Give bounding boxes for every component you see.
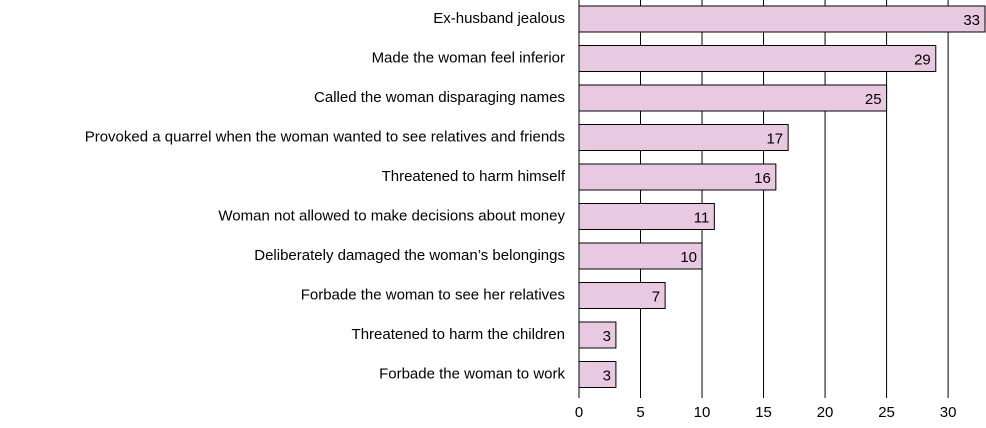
x-tick-label: 0 xyxy=(575,404,583,421)
data-label: 10 xyxy=(680,249,697,266)
y-tick-label: Deliberately damaged the woman’s belongi… xyxy=(254,247,565,264)
data-label: 16 xyxy=(754,170,771,187)
y-tick-label: Forbade the woman to see her relatives xyxy=(301,286,565,303)
y-tick-label: Ex-husband jealous xyxy=(433,10,565,27)
bar xyxy=(578,84,888,112)
y-tick-label: Woman not allowed to make decisions abou… xyxy=(218,207,565,224)
y-tick-label: Threatened to harm himself xyxy=(382,168,566,185)
y-tick-label: Provoked a quarrel when the woman wanted… xyxy=(85,128,565,145)
x-tick-label: 15 xyxy=(755,404,772,421)
data-label: 17 xyxy=(766,130,783,147)
bar xyxy=(578,321,617,349)
data-label: 33 xyxy=(963,12,980,29)
y-tick-label: Threatened to harm the children xyxy=(352,326,565,343)
y-tick-label: Made the woman feel inferior xyxy=(372,49,565,66)
y-tick-label: Called the woman disparaging names xyxy=(314,89,565,106)
x-tick-label: 30 xyxy=(940,404,957,421)
data-label: 7 xyxy=(652,288,660,305)
y-tick-label: Forbade the woman to work xyxy=(379,365,565,382)
bar xyxy=(578,124,789,151)
x-tick-label: 20 xyxy=(817,404,834,421)
x-tick-label: 25 xyxy=(878,404,895,421)
data-label: 3 xyxy=(603,367,611,384)
bar xyxy=(578,361,617,388)
data-label: 11 xyxy=(694,209,710,226)
bar xyxy=(578,163,777,191)
bar xyxy=(578,203,715,230)
x-tick-label: 10 xyxy=(694,404,711,421)
data-label: 25 xyxy=(865,91,882,108)
bar xyxy=(578,5,986,33)
bar xyxy=(578,45,937,72)
bar xyxy=(578,282,666,309)
bar xyxy=(578,242,703,270)
data-label: 3 xyxy=(603,328,611,345)
data-label: 29 xyxy=(914,51,931,68)
x-tick-label: 5 xyxy=(636,404,644,421)
